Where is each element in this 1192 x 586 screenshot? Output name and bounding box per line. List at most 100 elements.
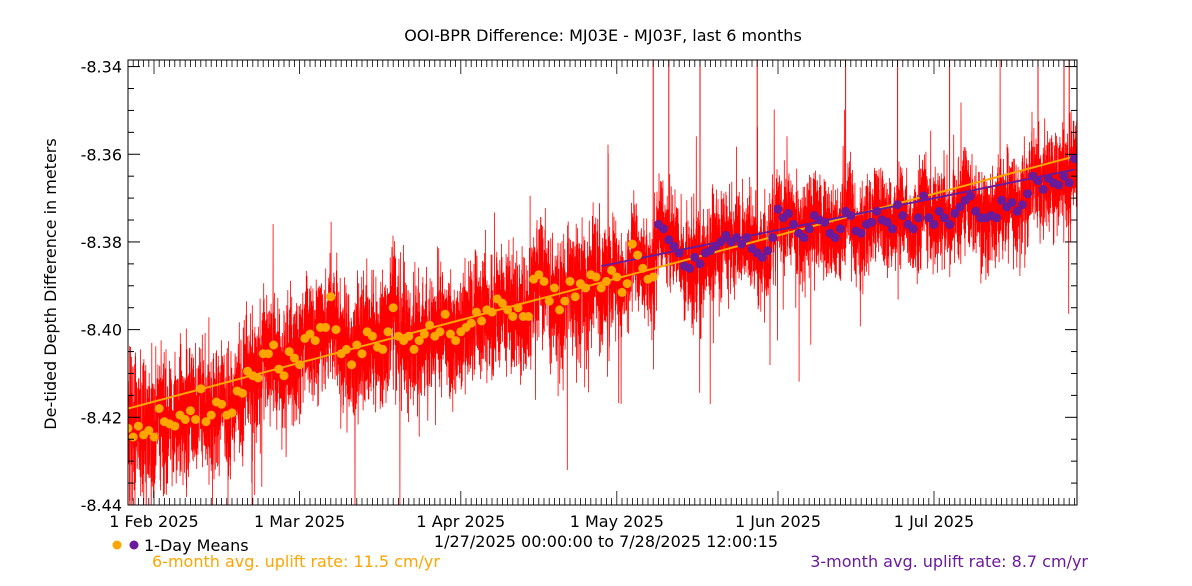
daily-mean-point (170, 421, 180, 431)
daily-mean-point (622, 279, 632, 289)
daily-mean-point (284, 347, 294, 357)
daily-mean-point (799, 233, 809, 243)
daily-mean-point (466, 318, 476, 328)
daily-mean-point (1059, 171, 1069, 181)
daily-mean-point (913, 213, 923, 223)
daily-mean-point (721, 230, 731, 240)
daily-mean-point (763, 246, 773, 256)
daily-mean-point (425, 320, 435, 330)
daily-mean-point (570, 292, 580, 302)
daily-mean-point (934, 206, 944, 216)
daily-mean-point (508, 312, 518, 321)
legend-marker-three-month (129, 540, 139, 550)
daily-mean-point (633, 250, 643, 260)
daily-mean-point (882, 217, 892, 227)
daily-mean-point (201, 417, 211, 427)
daily-mean-point (383, 327, 393, 337)
daily-mean-point (451, 336, 461, 346)
daily-mean-point (289, 353, 299, 363)
daily-mean-point (414, 336, 424, 346)
daily-mean-point (596, 283, 606, 293)
x-tick-labels: 1 Feb 2025 1 Mar 2025 1 Apr 2025 1 May 2025… (109, 512, 974, 531)
daily-mean-point (471, 307, 481, 317)
daily-mean-point (217, 399, 227, 409)
y-tick-label: -8.42 (81, 408, 122, 427)
daily-mean-point (581, 283, 591, 293)
daily-mean-point (945, 219, 955, 229)
daily-mean-point (539, 276, 549, 286)
plot-content (128, 60, 1077, 505)
daily-mean-point (991, 213, 1001, 223)
daily-mean-point (731, 233, 741, 243)
x-tick-label: 1 May 2025 (570, 512, 664, 531)
daily-mean-point (846, 211, 856, 221)
daily-mean-point (357, 349, 367, 359)
daily-mean-point (690, 252, 700, 262)
daily-mean-point (185, 406, 195, 416)
daily-mean-point (555, 305, 565, 315)
daily-mean-point (180, 415, 190, 424)
raw-data-trace (128, 60, 1077, 505)
daily-mean-point (544, 296, 554, 306)
daily-mean-point (789, 219, 799, 229)
y-tick-label: -8.38 (81, 233, 122, 252)
daily-mean-point (867, 217, 877, 227)
daily-mean-point (253, 373, 263, 383)
daily-mean-point (404, 331, 414, 341)
daily-mean-point (352, 340, 362, 350)
daily-mean-point (144, 426, 154, 435)
date-range-label: 1/27/2025 00:00:00 to 7/28/2025 12:00:15 (434, 532, 778, 551)
daily-mean-point (601, 276, 611, 286)
daily-mean-point (497, 298, 507, 308)
daily-mean-point (1012, 206, 1022, 216)
daily-mean-point (835, 224, 845, 234)
daily-mean-point (269, 340, 279, 350)
y-tick-label: -8.40 (81, 321, 122, 340)
daily-mean-point (263, 349, 273, 359)
daily-mean-point (523, 312, 533, 321)
daily-mean-point (820, 217, 830, 227)
daily-mean-point (872, 206, 882, 216)
daily-mean-point (1007, 198, 1017, 207)
daily-mean-point (929, 219, 939, 229)
daily-mean-point (716, 237, 726, 247)
six-month-rate-label: 6-month avg. uplift rate: 11.5 cm/yr (152, 552, 440, 571)
daily-mean-point (191, 415, 201, 424)
daily-mean-point (487, 307, 497, 317)
daily-mean-point (612, 272, 622, 282)
daily-mean-point (1038, 184, 1048, 194)
daily-mean-point (768, 233, 778, 243)
daily-mean-point (347, 360, 357, 370)
daily-mean-point (206, 410, 216, 420)
three-month-rate-label: 3-month avg. uplift rate: 8.7 cm/yr (810, 552, 1088, 571)
daily-mean-point (971, 206, 981, 216)
y-tick-label: -8.36 (81, 145, 122, 164)
daily-mean-point (321, 322, 331, 332)
daily-mean-point (378, 344, 388, 354)
daily-mean-point (773, 204, 783, 214)
daily-mean-point (331, 325, 341, 335)
daily-mean-point (1017, 200, 1027, 210)
trend-line (128, 155, 1075, 410)
daily-mean-point (893, 200, 903, 210)
daily-mean-point (1064, 178, 1074, 188)
daily-mean-point (128, 432, 138, 442)
daily-mean-point (440, 309, 450, 319)
daily-mean-point (924, 213, 934, 223)
daily-mean-point (477, 316, 487, 326)
legend-label: 1-Day Means (144, 536, 249, 555)
daily-mean-point (513, 303, 523, 313)
daily-mean-point (898, 211, 908, 221)
daily-mean-point (830, 233, 840, 243)
daily-mean-point (674, 248, 684, 258)
daily-mean-point (274, 364, 284, 374)
legend-marker-six-month (112, 540, 122, 550)
daily-mean-point (310, 336, 320, 346)
daily-mean-point (227, 408, 237, 418)
daily-mean-point (757, 252, 767, 262)
daily-mean-point (279, 371, 289, 381)
daily-mean-point (1033, 176, 1043, 186)
daily-mean-point (295, 360, 305, 370)
daily-mean-point (965, 191, 975, 201)
daily-mean-point (435, 327, 445, 337)
